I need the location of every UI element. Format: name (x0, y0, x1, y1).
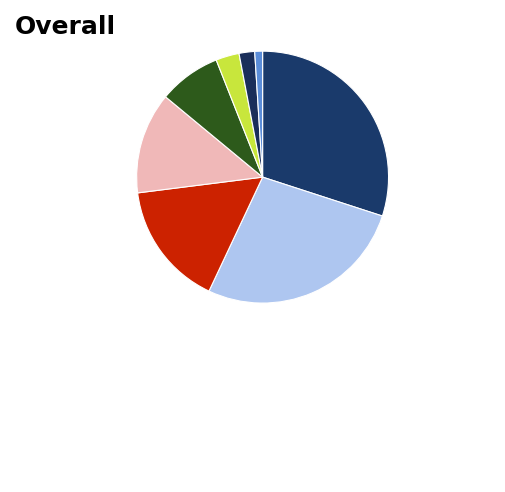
Wedge shape (255, 51, 263, 177)
Wedge shape (263, 51, 388, 216)
Wedge shape (216, 54, 263, 177)
Wedge shape (166, 60, 263, 177)
Wedge shape (137, 97, 263, 193)
Wedge shape (138, 177, 263, 291)
Wedge shape (239, 52, 263, 177)
Wedge shape (209, 177, 382, 303)
Legend: Shortage of components/commodities/raw materials, Transport capacity and reliabi: Shortage of components/commodities/raw m… (72, 336, 441, 479)
Text: Overall: Overall (15, 15, 116, 39)
